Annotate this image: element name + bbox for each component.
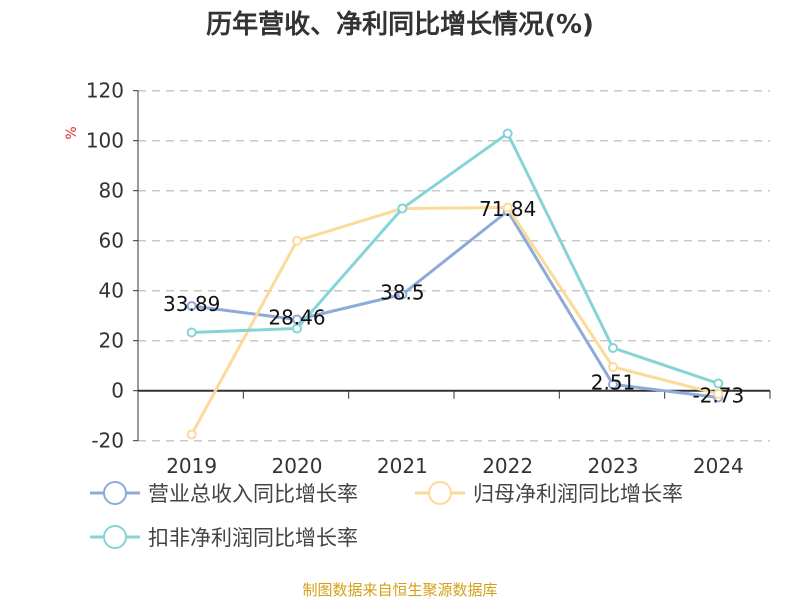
data-point[interactable] — [397, 289, 408, 300]
legend-label[interactable]: 营业总收入同比增长率 — [148, 482, 358, 506]
x-tick-label: 2021 — [377, 454, 428, 478]
y-tick-label: 60 — [99, 229, 124, 253]
y-tick-label: 80 — [99, 179, 124, 203]
legend-label[interactable]: 归母净利润同比增长率 — [473, 482, 683, 506]
x-tick-label: 2024 — [693, 454, 744, 478]
data-point[interactable] — [608, 361, 618, 372]
data-point[interactable] — [608, 342, 618, 353]
source-note: 制图数据来自恒生聚源数据库 — [302, 581, 497, 599]
data-label: 2.51 — [591, 370, 636, 394]
data-label: 38.5 — [380, 280, 425, 304]
y-tick-label: -20 — [91, 429, 124, 453]
data-point[interactable] — [713, 388, 724, 399]
legend-marker[interactable] — [103, 525, 127, 549]
x-tick-label: 2022 — [482, 454, 533, 478]
legend-marker[interactable] — [428, 481, 452, 505]
chart-title: 历年营收、净利同比增长情况(%) — [206, 9, 594, 40]
y-tick-label: 20 — [99, 329, 124, 353]
data-label: 33.89 — [163, 292, 220, 316]
data-label: 71.84 — [479, 197, 536, 221]
series-line — [191, 208, 719, 400]
legend-label[interactable]: 扣非净利润同比增长率 — [148, 526, 358, 550]
data-point[interactable] — [186, 327, 197, 338]
y-tick-label: 0 — [111, 379, 124, 403]
data-point[interactable] — [292, 235, 302, 246]
series-line — [190, 205, 719, 436]
data-point[interactable] — [713, 378, 724, 389]
series-line — [191, 131, 719, 385]
x-tick-label: 2020 — [272, 454, 323, 478]
y-tick-label: 120 — [86, 79, 124, 103]
data-point[interactable] — [608, 379, 618, 390]
y-tick-label: 100 — [86, 129, 124, 153]
data-point[interactable] — [292, 323, 302, 334]
y-tick-label: 40 — [99, 279, 124, 303]
data-point[interactable] — [397, 203, 408, 214]
data-point[interactable] — [186, 429, 197, 440]
legend-marker[interactable] — [103, 481, 127, 505]
y-axis-label: % — [64, 126, 80, 139]
x-tick-label: 2019 — [166, 454, 217, 478]
data-label: 28.46 — [268, 306, 325, 330]
data-point[interactable] — [502, 128, 513, 139]
data-point[interactable] — [186, 300, 197, 311]
data-label: -2.73 — [692, 384, 744, 408]
data-point[interactable] — [502, 202, 513, 213]
x-tick-label: 2023 — [588, 454, 639, 478]
